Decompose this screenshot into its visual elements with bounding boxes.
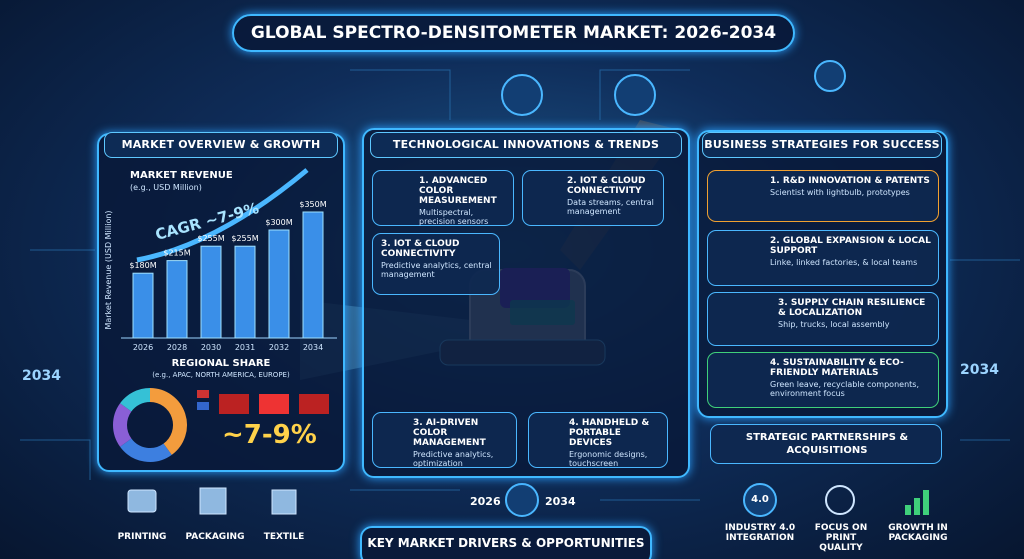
value-label: $180M	[129, 261, 156, 270]
card-text: Linke, linked factories, & local teams	[770, 258, 918, 267]
tech-card: 3. IOT & CLOUD CONNECTIVITY Predictive an…	[372, 233, 500, 295]
donut-segment	[120, 388, 151, 412]
bar	[302, 211, 324, 339]
value-label: $215M	[163, 249, 190, 258]
donut-segment	[120, 438, 172, 462]
driver: GROWTH IN PACKAGING	[888, 523, 948, 543]
market-title: MARKET OVERVIEW & GROWTH	[104, 132, 338, 158]
bar	[132, 272, 154, 339]
side-year: 2034	[22, 368, 61, 384]
card-text: Ship, trucks, local assembly	[778, 320, 890, 329]
card-title: 4. HANDHELD & PORTABLE DEVICES	[569, 418, 650, 448]
x-tick-label: 2028	[167, 343, 187, 352]
x-tick-label: 2031	[235, 343, 255, 352]
growth-arrow	[136, 168, 309, 263]
card-title: 4. SUSTAINABILITY & ECO-FRIENDLY MATERIA…	[770, 358, 904, 378]
strategy-card: 4. SUSTAINABILITY & ECO-FRIENDLY MATERIA…	[707, 352, 939, 408]
card-title: 2. GLOBAL EXPANSION & LOCAL SUPPORT	[770, 236, 931, 256]
x-tick-label: 2032	[269, 343, 289, 352]
x-tick-label: 2030	[201, 343, 221, 352]
tech-card: 1. ADVANCED COLOR MEASUREMENT Multispectr…	[372, 170, 514, 226]
chart-label: MARKET REVENUE	[130, 170, 233, 181]
y-axis-label: Market Revenue (USD Million)	[104, 210, 113, 329]
donut-chart	[113, 388, 187, 462]
value-label: $350M	[299, 200, 326, 209]
regional-share: ~7-9%	[222, 420, 317, 450]
value-label: $255M	[231, 234, 258, 243]
card-text: Green leave, recyclable components, envi…	[770, 380, 919, 398]
industry: PRINTING	[117, 532, 167, 542]
regional-subtitle: (e.g., APAC, NORTH AMERICA, EUROPE)	[152, 371, 290, 379]
tech-card: 2. IOT & CLOUD CONNECTIVITY Data streams,…	[522, 170, 664, 226]
business-title: BUSINESS STRATEGIES FOR SUCCESS	[702, 132, 942, 158]
card-text: Predictive analytics, central management	[381, 261, 492, 279]
x-tick-label: 2034	[303, 343, 323, 352]
partnerships: STRATEGIC PARTNERSHIPS & ACQUISITIONS	[710, 424, 942, 464]
card-title: 3. IOT & CLOUD CONNECTIVITY	[381, 239, 460, 259]
bar	[268, 229, 290, 339]
chart-sublabel: (e.g., USD Million)	[130, 183, 202, 192]
strategy-card: 3. SUPPLY CHAIN RESILIENCE & LOCALIZATIO…	[707, 292, 939, 346]
card-title: 3. AI-DRIVEN COLOR MANAGEMENT	[413, 418, 486, 448]
card-text: Data streams, central management	[567, 198, 654, 216]
card-text: Ergonomic designs, touchscreen	[569, 450, 648, 468]
bar	[166, 260, 188, 339]
card-title: 1. R&D INNOVATION & PATENTS	[770, 176, 930, 186]
value-label: $300M	[265, 218, 292, 227]
card-title: 2. IOT & CLOUD CONNECTIVITY	[567, 176, 646, 196]
bar	[200, 245, 222, 339]
timeline-end: 2034	[545, 495, 576, 508]
side-year: 2034	[960, 362, 999, 378]
card-title: 1. ADVANCED COLOR MEASUREMENT	[419, 176, 497, 206]
driver-icon: 4.0	[751, 494, 769, 505]
x-tick-label: 2026	[133, 343, 153, 352]
footer-title: KEY MARKET DRIVERS & OPPORTUNITIES	[360, 526, 652, 559]
flags	[197, 390, 329, 414]
donut-segment	[113, 403, 132, 447]
tech-title: TECHNOLOGICAL INNOVATIONS & TRENDS	[370, 132, 682, 158]
card-text: Multispectral, precision sensors	[419, 208, 489, 226]
industry: PACKAGING	[185, 532, 245, 542]
industry: TEXTILE	[263, 532, 305, 542]
regional-title: REGIONAL SHARE	[171, 358, 271, 369]
driver: FOCUS ON PRINT QUALITY	[814, 523, 868, 553]
driver: INDUSTRY 4.0 INTEGRATION	[724, 523, 796, 543]
page-title: GLOBAL SPECTRO-DENSITOMETER MARKET: 2026…	[232, 14, 795, 52]
card-text: Scientist with lightbulb, prototypes	[770, 188, 910, 197]
bar	[234, 245, 256, 339]
card-text: Predictive analytics, optimization	[413, 450, 494, 468]
strategy-card: 1. R&D INNOVATION & PATENTS Scientist wit…	[707, 170, 939, 222]
timeline-start: 2026	[470, 495, 501, 508]
card-title: 3. SUPPLY CHAIN RESILIENCE & LOCALIZATIO…	[778, 298, 926, 318]
value-label: $255M	[197, 234, 224, 243]
donut-segment	[149, 388, 187, 455]
strategy-card: 2. GLOBAL EXPANSION & LOCAL SUPPORT Linke…	[707, 230, 939, 286]
tech-card: 3. AI-DRIVEN COLOR MANAGEMENT Predictive …	[372, 412, 517, 468]
tech-card: 4. HANDHELD & PORTABLE DEVICES Ergonomic …	[528, 412, 668, 468]
bar-chart: Market Revenue (USD Million) CAGR ~7-9% …	[104, 168, 337, 352]
